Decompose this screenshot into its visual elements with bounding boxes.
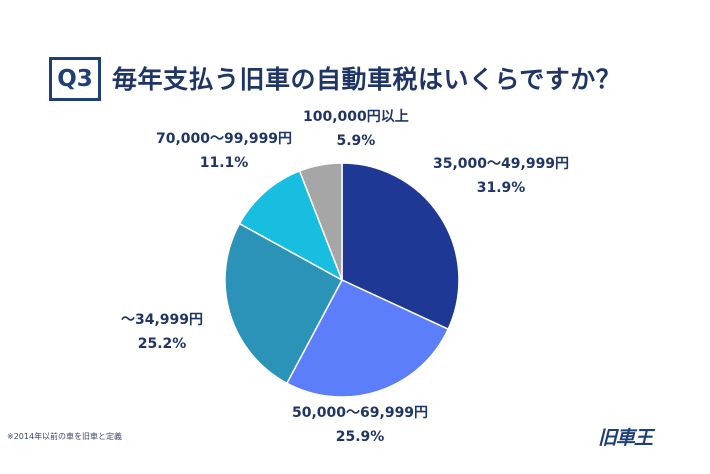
slice-label-name: 〜34,999円 — [121, 312, 204, 328]
question-number-badge: Q3 — [49, 57, 101, 101]
slice-label-35000-49999: 35,000〜49,999円 31.9% — [433, 152, 569, 200]
question-title: 毎年支払う旧車の自動車税はいくらですか？ — [112, 65, 622, 94]
slice-label-70000-99999: 70,000〜99,999円 11.1% — [156, 127, 292, 175]
brand-logo: 旧車王 — [598, 427, 653, 449]
slice-label-name: 100,000円以上 — [303, 109, 409, 125]
slice-label-percent: 25.2% — [137, 336, 187, 352]
slice-label-name: 50,000〜69,999円 — [292, 405, 429, 421]
slice-label-percent: 5.9% — [336, 133, 376, 149]
slice-label-name: 35,000〜49,999円 — [433, 156, 570, 172]
slice-label-50000-69999: 50,000〜69,999円 25.9% — [292, 401, 428, 449]
slice-label-name: 70,000〜99,999円 — [156, 131, 293, 147]
slice-label-over-100000: 100,000円以上 5.9% — [303, 105, 409, 153]
slice-label-under-34999: 〜34,999円 25.2% — [121, 308, 203, 356]
pie-slice-3 — [238, 169, 344, 282]
slice-label-percent: 31.9% — [476, 180, 526, 196]
slice-label-percent: 25.9% — [335, 429, 385, 445]
pie-slice-0 — [341, 162, 460, 331]
slice-label-percent: 11.1% — [199, 155, 249, 171]
footnote: ※2014年以前の車を旧車と定義 — [7, 432, 123, 441]
pie-slice-4 — [298, 162, 343, 281]
pie-slice-2 — [224, 222, 344, 385]
